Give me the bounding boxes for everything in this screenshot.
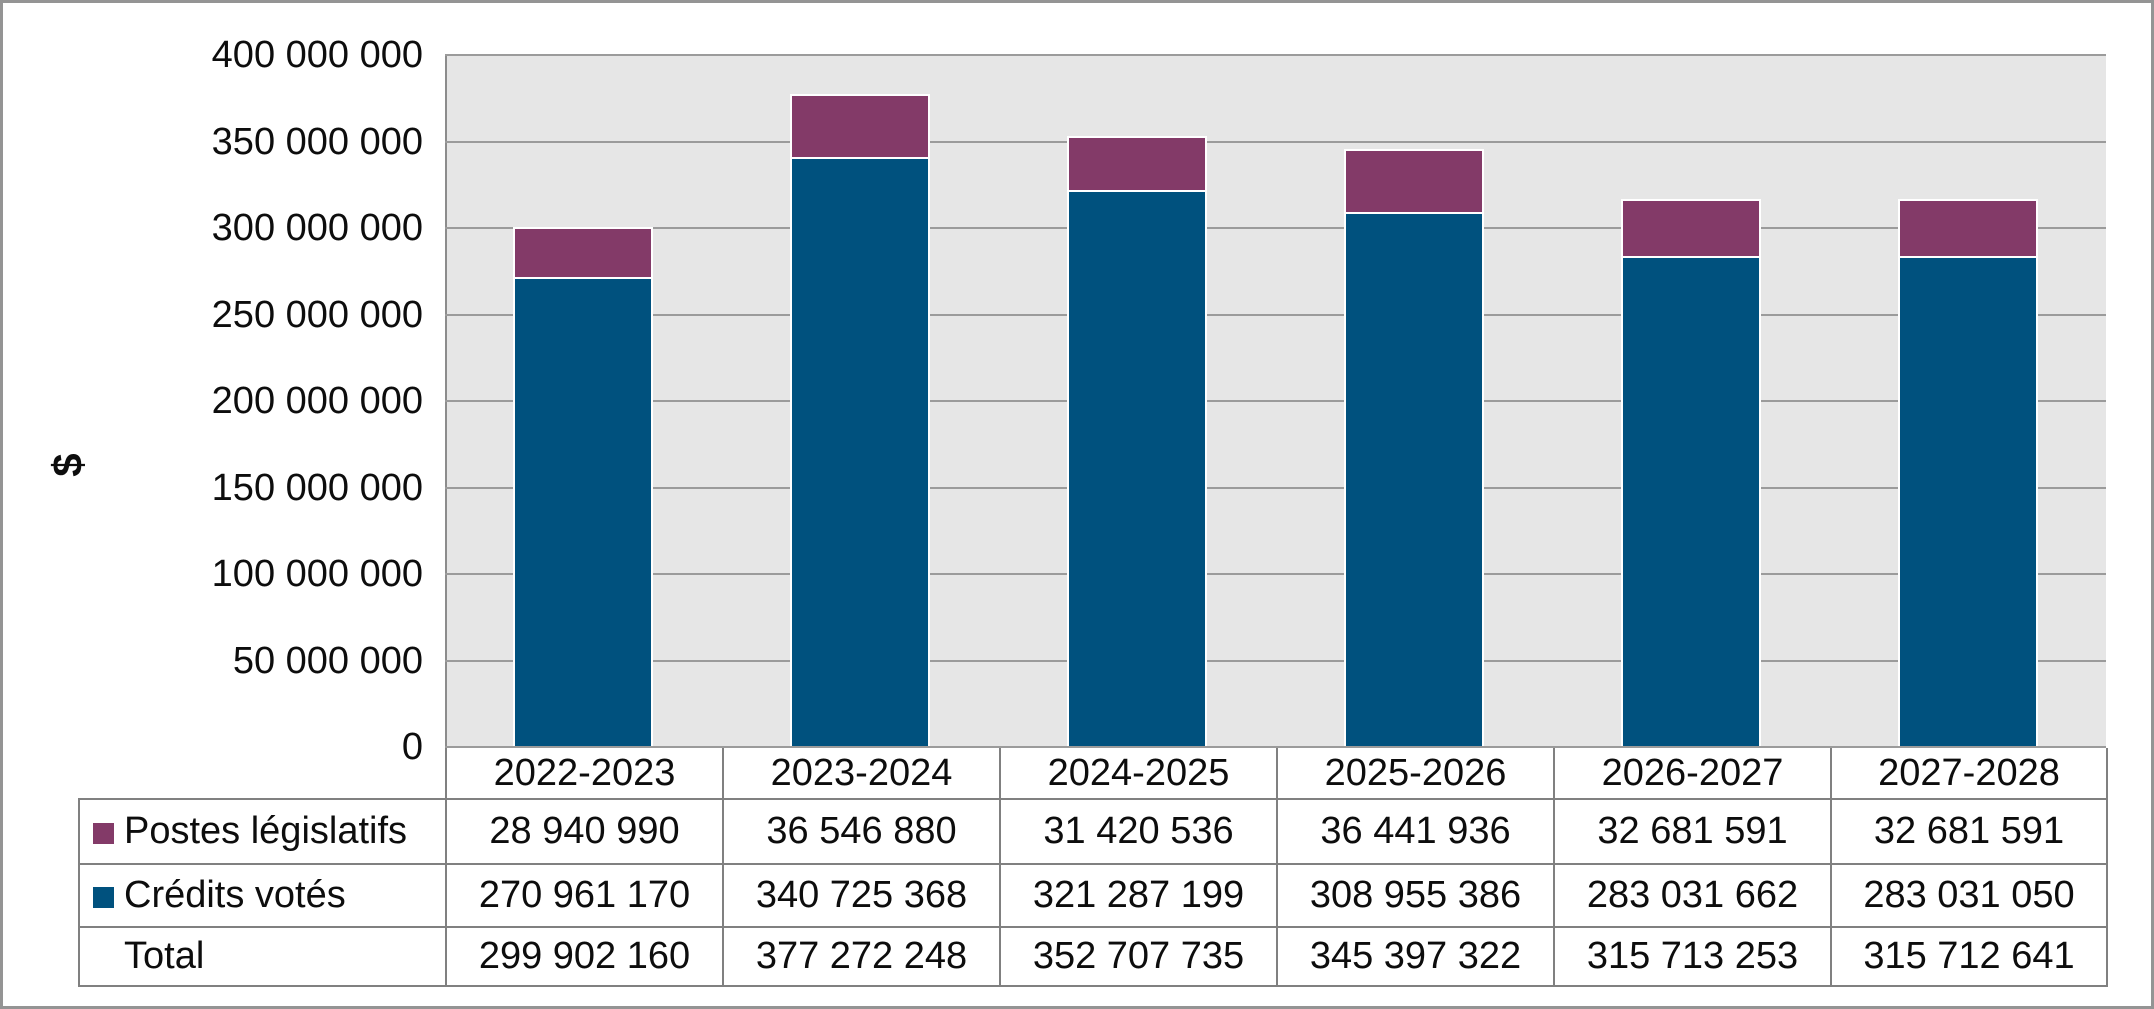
row-label-cell: Postes législatifs [78,798,447,865]
table-cell: 270 961 170 [445,863,724,928]
gridline [445,227,2106,229]
column-header: 2027-2028 [1830,748,2108,800]
column-header: 2026-2027 [1553,748,1832,800]
y-tick-label: 50 000 000 [232,640,423,682]
gridline [445,746,2106,748]
y-tick-label: 200 000 000 [211,380,423,422]
bar-segment-credits-votes [1067,190,1207,746]
table-cell: 31 420 536 [999,798,1278,865]
table-row-credits-votes: Crédits votés 270 961 170 340 725 368 32… [78,863,2108,928]
row-label: Postes législatifs [124,810,408,852]
y-tick-label: 100 000 000 [211,553,423,595]
legend-marker-credits-votes-icon [93,887,114,908]
bar-segment-postes-legislatifs [790,94,930,157]
bar-segment-credits-votes [790,157,930,746]
gridline [445,573,2106,575]
row-label-cell: Total [78,926,447,987]
table-cell: 36 546 880 [722,798,1001,865]
bar-segment-postes-legislatifs [1067,136,1207,190]
y-tick-label: 250 000 000 [211,294,423,336]
legend-marker-postes-legislatifs-icon [93,823,114,844]
table-cell: 32 681 591 [1830,798,2108,865]
y-tick-label: 150 000 000 [211,467,423,509]
table-cell: 352 707 735 [999,926,1278,987]
bar-segment-credits-votes [1898,256,2038,746]
gridline [445,400,2106,402]
plot-area [445,54,2106,748]
table-row-postes-legislatifs: Postes législatifs 28 940 990 36 546 880… [78,798,2108,865]
column-header: 2024-2025 [999,748,1278,800]
y-tick-label: 0 [401,726,423,768]
bar-segment-postes-legislatifs [1898,199,2038,256]
column-header: 2025-2026 [1276,748,1555,800]
gridline [445,54,2106,56]
table-cell: 283 031 050 [1830,863,2108,928]
table-cell: 308 955 386 [1276,863,1555,928]
y-tick-label: 350 000 000 [211,121,423,163]
table-cell: 32 681 591 [1553,798,1832,865]
table-cell: 36 441 936 [1276,798,1555,865]
row-label: Crédits votés [124,874,346,916]
bar-segment-credits-votes [1344,212,1484,746]
table-cell: 315 713 253 [1553,926,1832,987]
table-cell: 299 902 160 [445,926,724,987]
table-cell: 340 725 368 [722,863,1001,928]
table-header-row: 2022-2023 2023-2024 2024-2025 2025-2026 … [79,748,2108,800]
bar-segment-postes-legislatifs [513,227,653,277]
bar-segment-credits-votes [513,277,653,746]
bar-segment-credits-votes [1621,256,1761,746]
column-header: 2023-2024 [722,748,1001,800]
table-cell: 315 712 641 [1830,926,2108,987]
y-tick-label: 300 000 000 [211,207,423,249]
y-tick-label: 400 000 000 [211,34,423,76]
table-corner-cell [79,748,446,799]
gridline [445,660,2106,662]
table-cell: 377 272 248 [722,926,1001,987]
bar-segment-postes-legislatifs [1344,149,1484,212]
y-axis: 0 50 000 000 100 000 000 150 000 000 200 000… [3,36,423,766]
table-cell: 321 287 199 [999,863,1278,928]
table-row-total: Total 299 902 160 377 272 248 352 707 73… [78,926,2108,987]
bar-segment-postes-legislatifs [1621,199,1761,256]
row-label-cell: Crédits votés [78,863,447,928]
table-cell: 283 031 662 [1553,863,1832,928]
gridline [445,141,2106,143]
data-table: 2022-2023 2023-2024 2024-2025 2025-2026 … [78,748,2108,987]
row-label: Total [124,935,205,977]
table-cell: 28 940 990 [445,798,724,865]
table-cell: 345 397 322 [1276,926,1555,987]
column-header: 2022-2023 [445,748,724,800]
gridline [445,314,2106,316]
gridline [445,487,2106,489]
